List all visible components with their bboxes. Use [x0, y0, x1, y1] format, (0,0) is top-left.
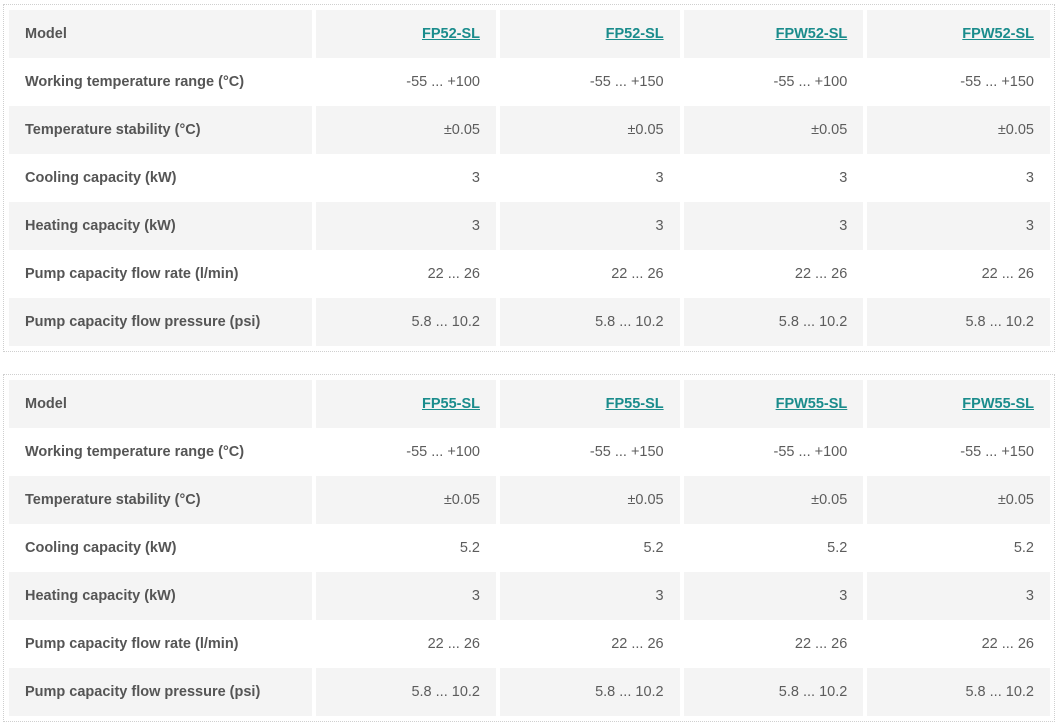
table-row: Pump capacity flow pressure (psi) 5.8 ..… [9, 668, 1050, 716]
table-row: Pump capacity flow pressure (psi) 5.8 ..… [9, 298, 1050, 346]
row-label: Pump capacity flow pressure (psi) [9, 298, 313, 346]
model-link[interactable]: FPW55-SL [775, 396, 848, 412]
cell-value: ±0.05 [500, 106, 680, 154]
cell-value: ±0.05 [683, 106, 864, 154]
cell-value: 3 [867, 572, 1050, 620]
cell-value: 5.8 ... 10.2 [316, 668, 496, 716]
model-link[interactable]: FP55-SL [605, 396, 664, 412]
cell-value: 5.2 [500, 524, 680, 572]
cell-value: 5.8 ... 10.2 [683, 668, 864, 716]
cell-value: 22 ... 26 [500, 620, 680, 668]
cell-value: 22 ... 26 [683, 250, 864, 298]
spec-table-fp55: Model FP55-SL FP55-SL FPW55-SL FPW55-SL … [3, 374, 1055, 722]
cell-value: 3 [500, 202, 680, 250]
model-link[interactable]: FP52-SL [421, 26, 480, 42]
cell-value: -55 ... +150 [867, 428, 1050, 476]
cell-value: 5.8 ... 10.2 [500, 298, 680, 346]
cell-value: 22 ... 26 [683, 620, 864, 668]
cell-value: -55 ... +100 [683, 428, 864, 476]
cell-value: -55 ... +100 [316, 58, 496, 106]
row-label: Temperature stability (°C) [9, 476, 313, 524]
cell-value: ±0.05 [867, 106, 1050, 154]
cell-value: ±0.05 [500, 476, 680, 524]
model-label: Model [9, 380, 313, 428]
cell-value: -55 ... +100 [683, 58, 864, 106]
cell-value: 5.2 [867, 524, 1050, 572]
cell-value: ±0.05 [683, 476, 864, 524]
table-row: Pump capacity flow rate (l/min) 22 ... 2… [9, 620, 1050, 668]
cell-value: -55 ... +150 [867, 58, 1050, 106]
model-label: Model [9, 10, 313, 58]
model-link[interactable]: FPW52-SL [962, 26, 1034, 42]
table-header-row: Model FP52-SL FP52-SL FPW52-SL FPW52-SL [9, 10, 1050, 58]
cell-value: 3 [316, 202, 496, 250]
cell-value: -55 ... +150 [500, 58, 680, 106]
cell-value: 3 [683, 572, 864, 620]
cell-value: 22 ... 26 [500, 250, 680, 298]
model-link[interactable]: FP55-SL [421, 396, 480, 412]
cell-value: 5.8 ... 10.2 [867, 668, 1050, 716]
cell-value: 22 ... 26 [867, 620, 1050, 668]
cell-value: -55 ... +100 [316, 428, 496, 476]
table-row: Working temperature range (°C) -55 ... +… [9, 58, 1050, 106]
cell-value: 3 [316, 154, 496, 202]
cell-value: ±0.05 [316, 106, 496, 154]
row-label: Cooling capacity (kW) [9, 524, 313, 572]
row-label: Pump capacity flow pressure (psi) [9, 668, 313, 716]
table-row: Working temperature range (°C) -55 ... +… [9, 428, 1050, 476]
row-label: Cooling capacity (kW) [9, 154, 313, 202]
cell-value: 5.8 ... 10.2 [316, 298, 496, 346]
cell-value: 3 [316, 572, 496, 620]
table-header-row: Model FP55-SL FP55-SL FPW55-SL FPW55-SL [9, 380, 1050, 428]
table-row: Cooling capacity (kW) 3 3 3 3 [9, 154, 1050, 202]
spec-table-fp52: Model FP52-SL FP52-SL FPW52-SL FPW52-SL … [3, 4, 1055, 352]
model-link[interactable]: FPW52-SL [775, 26, 848, 42]
cell-value: -55 ... +150 [500, 428, 680, 476]
cell-value: 22 ... 26 [316, 620, 496, 668]
cell-value: 5.2 [683, 524, 864, 572]
cell-value: ±0.05 [867, 476, 1050, 524]
cell-value: 5.8 ... 10.2 [867, 298, 1050, 346]
row-label: Heating capacity (kW) [9, 572, 313, 620]
cell-value: 5.8 ... 10.2 [500, 668, 680, 716]
table-row: Temperature stability (°C) ±0.05 ±0.05 ±… [9, 106, 1050, 154]
cell-value: 3 [500, 154, 680, 202]
table-row: Cooling capacity (kW) 5.2 5.2 5.2 5.2 [9, 524, 1050, 572]
model-link[interactable]: FP52-SL [605, 26, 664, 42]
cell-value: 3 [867, 202, 1050, 250]
cell-value: 3 [867, 154, 1050, 202]
row-label: Temperature stability (°C) [9, 106, 313, 154]
row-label: Working temperature range (°C) [9, 428, 313, 476]
row-label: Pump capacity flow rate (l/min) [9, 620, 313, 668]
model-link[interactable]: FPW55-SL [962, 396, 1034, 412]
table-row: Pump capacity flow rate (l/min) 22 ... 2… [9, 250, 1050, 298]
cell-value: ±0.05 [316, 476, 496, 524]
table-row: Heating capacity (kW) 3 3 3 3 [9, 202, 1050, 250]
cell-value: 3 [683, 202, 864, 250]
cell-value: 3 [683, 154, 864, 202]
row-label: Working temperature range (°C) [9, 58, 313, 106]
table-row: Temperature stability (°C) ±0.05 ±0.05 ±… [9, 476, 1050, 524]
table-row: Heating capacity (kW) 3 3 3 3 [9, 572, 1050, 620]
cell-value: 22 ... 26 [316, 250, 496, 298]
cell-value: 5.8 ... 10.2 [683, 298, 864, 346]
cell-value: 22 ... 26 [867, 250, 1050, 298]
cell-value: 3 [500, 572, 680, 620]
spec-table: Model FP52-SL FP52-SL FPW52-SL FPW52-SL … [5, 10, 1054, 346]
cell-value: 5.2 [316, 524, 496, 572]
spec-table: Model FP55-SL FP55-SL FPW55-SL FPW55-SL … [5, 380, 1054, 716]
row-label: Pump capacity flow rate (l/min) [9, 250, 313, 298]
row-label: Heating capacity (kW) [9, 202, 313, 250]
